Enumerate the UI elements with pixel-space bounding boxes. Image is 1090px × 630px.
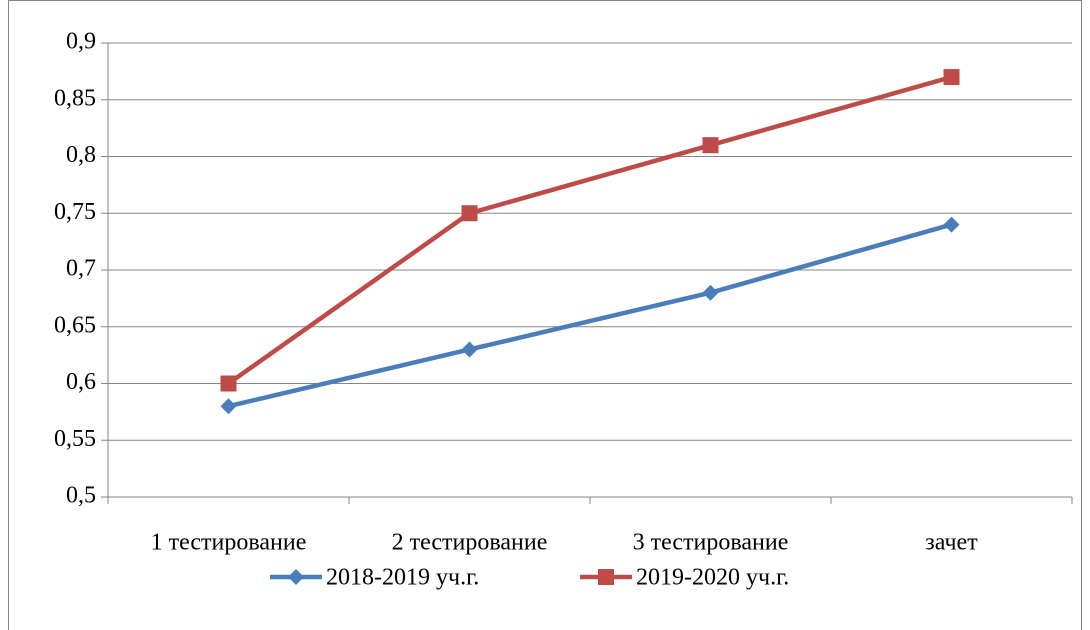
x-tick-label: 2 тестирование [392,530,548,556]
legend-label: 2018-2019 уч.г. [326,565,479,591]
y-tick-label: 0,8 [66,142,96,168]
y-tick-label: 0,6 [66,369,96,395]
marker [461,341,478,358]
y-tick-label: 0,75 [54,199,96,225]
legend-marker [288,569,304,585]
y-tick-label: 0,55 [54,426,96,452]
y-tick-label: 0,7 [66,256,96,282]
marker [943,216,960,233]
y-tick-label: 0,5 [66,483,96,509]
y-tick-label: 0,9 [66,29,96,55]
marker [461,205,478,222]
legend-marker [598,569,614,585]
marker [220,375,237,392]
legend-label: 2019-2020 уч.г. [636,565,789,591]
series-line [227,74,953,386]
chart-frame [8,0,1082,630]
marker [702,284,719,301]
marker [943,69,960,86]
marker [702,137,719,154]
x-tick-label: 3 тестирование [633,530,789,556]
series-line [227,222,953,409]
x-tick-label: зачет [925,530,978,556]
marker [220,398,237,415]
x-tick-label: 1 тестирование [151,530,307,556]
y-tick-label: 0,65 [54,312,96,338]
y-tick-label: 0,85 [54,85,96,111]
